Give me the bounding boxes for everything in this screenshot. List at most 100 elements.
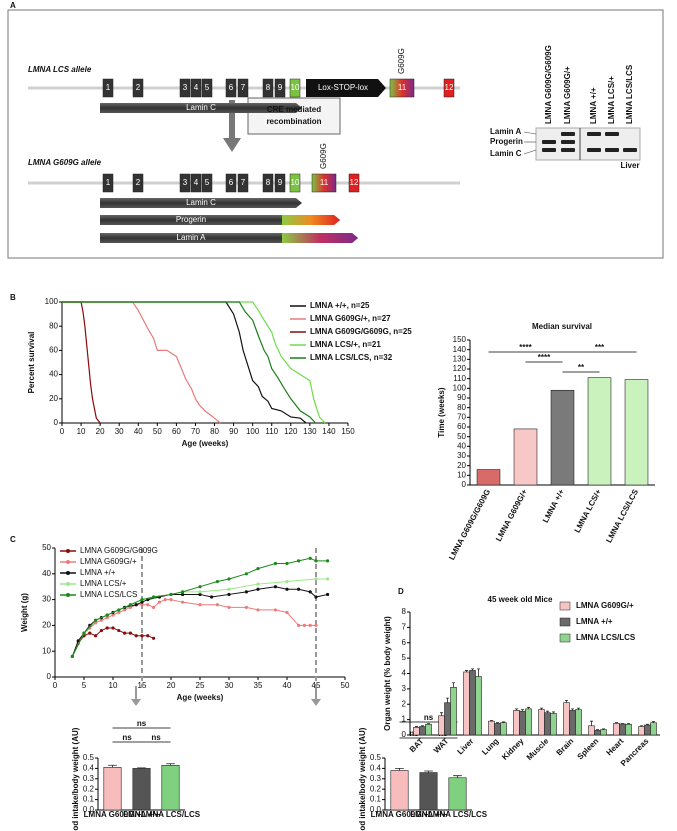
tissue-label: Liver [620, 161, 639, 170]
exon-label: 5 [205, 83, 210, 92]
bar [419, 726, 426, 736]
significance-label: ** [578, 363, 585, 372]
chart-title: 45 week old Mice [488, 595, 553, 604]
point [326, 559, 330, 563]
point [314, 595, 318, 599]
point [70, 654, 74, 658]
y-tick-label: 30 [457, 451, 466, 460]
point [215, 603, 219, 607]
bar [444, 702, 451, 736]
bar [475, 676, 482, 736]
point [140, 634, 144, 638]
link-arrow-head [311, 699, 321, 706]
exon-label: 11 [320, 178, 329, 187]
band [561, 132, 575, 136]
error-bar [137, 767, 146, 769]
exon [274, 78, 286, 98]
significance-label: ns [424, 713, 434, 722]
exon [225, 78, 237, 98]
legend-marker [66, 593, 70, 597]
point [111, 613, 115, 617]
y-axis-label: Weight (g) [20, 593, 29, 632]
x-tick-label: 60 [172, 427, 181, 436]
panel-label: B [10, 293, 16, 302]
bar [469, 670, 476, 736]
y-tick-label: 10 [457, 470, 466, 479]
y-tick-label: 0.0 [83, 805, 95, 814]
exon-label: 7 [241, 178, 246, 187]
lane-label: LMNA LCS/LCS [625, 64, 634, 124]
error-bar [440, 712, 443, 716]
exon [132, 173, 144, 193]
point [285, 587, 289, 591]
x-tick-label: LMNA G609G/+ [371, 810, 429, 819]
x-tick-label: 50 [153, 427, 162, 436]
x-tick-label: Muscle [525, 736, 551, 762]
transcript [100, 198, 302, 208]
point [140, 600, 144, 604]
point [117, 608, 121, 612]
y-axis-label: Food intake/body weight (AU) [71, 727, 80, 831]
bar [519, 710, 526, 736]
x-tick-label: 0 [60, 427, 65, 436]
y-tick-label: 8 [402, 607, 407, 616]
series-line [62, 301, 221, 424]
exon [179, 78, 191, 98]
exon-label: 10 [291, 83, 300, 92]
point [297, 559, 301, 563]
legend-label: LMNA LCS/+ [80, 579, 127, 588]
error-bar [415, 726, 418, 728]
y-tick-label: 80 [49, 321, 58, 330]
band-pointer [523, 131, 537, 135]
exon-label: 1 [106, 178, 111, 187]
bar [390, 770, 409, 811]
error-bar [477, 668, 480, 677]
cassette [306, 79, 386, 97]
x-tick-label: LMNA +/+ [410, 810, 447, 819]
point [99, 628, 103, 633]
lane-label: LMNA G609G/G609G [544, 45, 553, 124]
point [99, 618, 103, 622]
y-axis-label: Food intake/body weight (AU) [358, 727, 367, 831]
bar [575, 709, 582, 736]
band-pointer [523, 149, 537, 155]
point [152, 595, 156, 599]
point [198, 592, 202, 597]
x-tick-label: LMNA LCS/+ [573, 487, 604, 534]
y-tick-label: 100 [45, 297, 59, 306]
point [314, 577, 318, 581]
error-bar [108, 764, 117, 768]
legend-swatch [559, 633, 571, 643]
legend-marker [66, 560, 70, 564]
legend-marker [66, 571, 70, 575]
point [140, 598, 144, 602]
y-axis-label: Organ weight (% body weight) [383, 616, 392, 731]
cre-arrow [229, 100, 235, 140]
exon [237, 78, 249, 98]
exon-label: 5 [205, 178, 210, 187]
y-tick-label: 0.4 [83, 764, 95, 773]
cre-arrow-head [223, 138, 241, 152]
point [285, 610, 289, 615]
y-tick-label: 0 [402, 730, 407, 739]
transcript [100, 215, 340, 225]
bar [132, 768, 151, 811]
x-tick-label: 50 [341, 681, 350, 690]
bar [513, 428, 538, 486]
x-tick-label: Liver [456, 737, 476, 757]
x-tick-label: LMNA G609G/+ [494, 487, 529, 542]
x-tick-label: WAT [432, 736, 451, 755]
error-bar [421, 725, 424, 727]
bar [600, 729, 607, 736]
y-axis-label: Time (weeks) [437, 387, 446, 437]
x-tick-label: 80 [210, 427, 219, 436]
y-tick-label: 5 [402, 653, 407, 662]
panel-label: D [398, 587, 404, 596]
exon [190, 173, 202, 193]
x-tick-label: LMNA G609G/G609G [447, 488, 492, 562]
bar [448, 777, 467, 811]
y-tick-label: 40 [42, 569, 51, 578]
y-tick-label: 0.5 [370, 753, 382, 762]
point [181, 590, 185, 594]
y-axis-label: Percent survival [27, 332, 36, 394]
